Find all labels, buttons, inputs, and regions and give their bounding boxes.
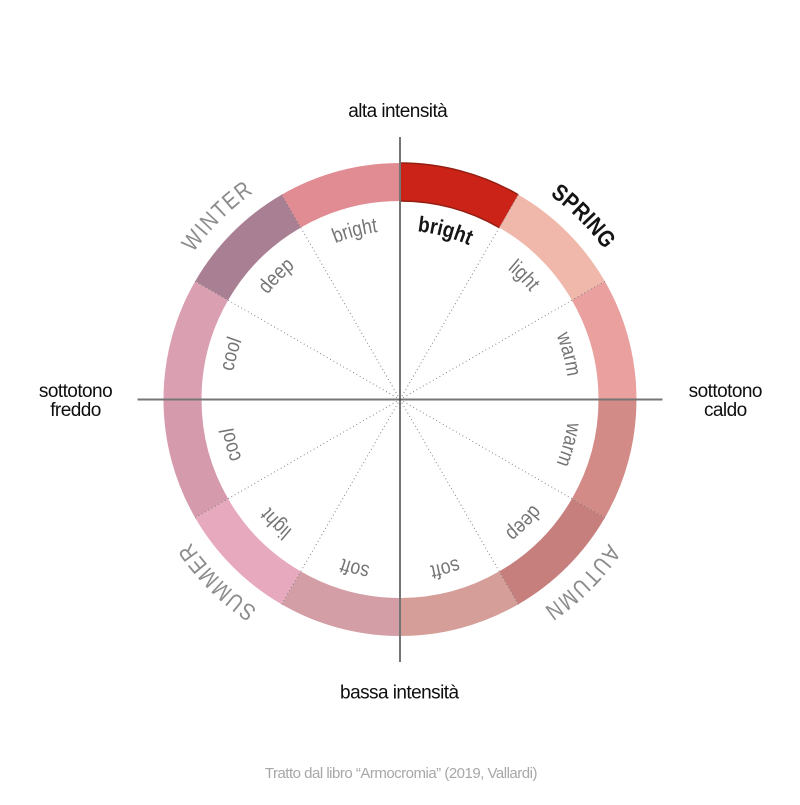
svg-text:f: f <box>433 559 444 583</box>
svg-text:l: l <box>215 426 239 434</box>
svg-text:freddo: freddo <box>50 400 101 421</box>
svg-text:t: t <box>370 214 379 238</box>
svg-text:t: t <box>428 560 438 584</box>
svg-text:i: i <box>345 219 356 243</box>
svg-text:bassa intensità: bassa intensità <box>340 683 459 704</box>
svg-text:r: r <box>558 352 583 364</box>
svg-text:alta intensità: alta intensità <box>348 101 448 122</box>
svg-text:b: b <box>417 212 432 238</box>
svg-text:r: r <box>428 214 440 240</box>
svg-text:m: m <box>560 359 586 378</box>
svg-text:Tratto dal libro “Armocromia”: Tratto dal libro “Armocromia” (2019, Val… <box>265 765 538 782</box>
svg-text:i: i <box>435 216 446 241</box>
svg-text:h: h <box>360 215 374 240</box>
svg-text:caldo: caldo <box>704 400 747 421</box>
svg-text:sottotono: sottotono <box>689 381 762 402</box>
svg-text:w: w <box>560 420 586 438</box>
svg-text:l: l <box>223 334 247 346</box>
svg-text:sottotono: sottotono <box>39 381 112 402</box>
